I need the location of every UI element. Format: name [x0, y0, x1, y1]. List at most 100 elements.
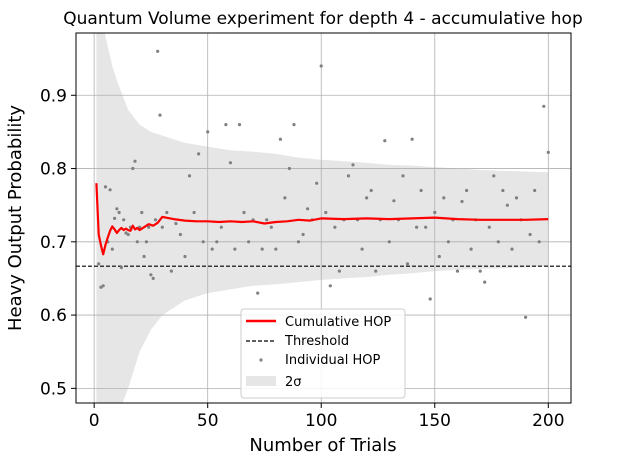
x-tick-label: 150	[419, 411, 451, 431]
individual-hop-point	[478, 269, 482, 273]
cumulative-hop-line	[95, 183, 549, 256]
individual-hop-point	[149, 273, 153, 277]
individual-hop-point	[119, 265, 123, 270]
individual-hop-point	[401, 174, 405, 178]
individual-hop-point	[319, 64, 323, 68]
individual-hop-point	[151, 276, 155, 280]
individual-hop-point	[140, 210, 144, 215]
individual-hop-point	[460, 199, 464, 204]
individual-hop-point	[153, 218, 158, 222]
individual-hop-point	[405, 262, 410, 266]
individual-hop-point	[219, 225, 223, 229]
individual-hop-point	[337, 269, 341, 273]
individual-hop-point	[374, 269, 378, 273]
line-layer	[95, 183, 549, 256]
individual-hop-point	[442, 196, 446, 200]
individual-hop-point	[369, 188, 373, 193]
individual-hop-point	[237, 123, 242, 127]
individual-hop-point	[233, 247, 237, 251]
individual-hop-point	[142, 254, 146, 259]
individual-hop-point	[433, 210, 437, 215]
individual-hop-point	[333, 225, 337, 229]
individual-hop-point	[387, 240, 391, 244]
grid-layer	[76, 33, 571, 403]
individual-hop-point	[465, 188, 469, 193]
individual-hop-point	[210, 247, 214, 251]
x-tick-label: 200	[532, 411, 564, 431]
individual-hop-point	[158, 113, 162, 117]
individual-hop-point	[546, 150, 550, 154]
legend-box	[240, 308, 406, 399]
legend-cumulative-hop-label: Cumulative HOP	[285, 315, 391, 330]
legend-2sigma-swatch	[246, 376, 276, 386]
individual-hop-point	[324, 210, 328, 215]
individual-hop-point	[505, 203, 509, 207]
legend: Cumulative HOP Threshold Individual HOP …	[240, 308, 406, 399]
y-tick-label: 0.7	[40, 233, 67, 253]
individual-hop-point	[108, 188, 112, 192]
individual-hop-point	[256, 291, 260, 295]
individual-hop-point	[383, 139, 387, 143]
individual-hop-point	[274, 247, 278, 251]
individual-hop-point	[392, 199, 396, 203]
x-tick-label: 0	[89, 411, 100, 431]
individual-hop-point	[265, 218, 269, 222]
y-tick-label: 0.8	[40, 160, 67, 180]
individual-hop-point	[537, 240, 541, 244]
individual-hop-point	[126, 232, 130, 237]
individual-hop-point	[113, 216, 117, 220]
individual-hop-point	[135, 240, 139, 244]
individual-hop-point	[424, 225, 428, 229]
individual-hop-point	[144, 240, 148, 244]
individual-hop-point	[437, 254, 441, 259]
individual-hop-point	[296, 240, 301, 244]
individual-hop-point	[410, 137, 414, 141]
individual-hop-point	[160, 225, 164, 229]
x-tick-label: 50	[197, 411, 219, 431]
y-tick-label: 0.6	[40, 306, 67, 326]
y-tick-label: 0.5	[40, 379, 67, 399]
individual-hop-point	[428, 297, 432, 301]
individual-hop-point	[117, 210, 121, 215]
individual-hop-point	[533, 188, 537, 193]
individual-hop-point	[283, 196, 287, 200]
individual-hop-point	[224, 123, 228, 127]
individual-hop-point	[514, 196, 519, 200]
legend-individual-hop-label: Individual HOP	[285, 353, 380, 368]
individual-hop-point	[110, 247, 114, 251]
individual-hop-point	[419, 188, 423, 193]
individual-hop-point	[328, 284, 332, 288]
individual-hop-point	[492, 174, 496, 178]
individual-hop-point	[501, 188, 505, 193]
individual-hop-point	[301, 232, 305, 237]
individual-hop-point	[103, 185, 108, 189]
individual-hop-point	[455, 269, 460, 273]
individual-hop-point	[131, 166, 135, 171]
individual-hop-point	[197, 152, 201, 156]
individual-hop-point	[542, 104, 546, 108]
individual-hop-point	[242, 210, 246, 215]
x-tick-label: 100	[305, 411, 337, 431]
individual-hop-point	[260, 247, 264, 251]
individual-hop-point	[228, 161, 232, 165]
individual-hop-point	[351, 163, 355, 167]
individual-hop-point	[510, 247, 514, 251]
individual-hop-point	[215, 240, 219, 244]
individual-hop-point	[365, 196, 369, 200]
individual-hop-point	[487, 225, 491, 229]
individual-hop-point	[178, 232, 182, 237]
individual-hop-point	[306, 207, 310, 211]
individual-hop-point	[247, 240, 251, 244]
chart-title: Quantum Volume experiment for depth 4 - …	[63, 9, 583, 29]
individual-hop-point	[278, 137, 282, 141]
individual-hop-point	[524, 315, 528, 319]
individual-hop-point	[528, 232, 532, 237]
individual-hop-point	[115, 207, 119, 211]
individual-hop-point	[415, 225, 419, 229]
individual-hop-point	[183, 254, 187, 259]
individual-hop-point	[101, 284, 105, 288]
individual-hop-point	[165, 210, 169, 215]
individual-hop-point	[147, 225, 151, 229]
individual-hop-point	[315, 181, 319, 185]
